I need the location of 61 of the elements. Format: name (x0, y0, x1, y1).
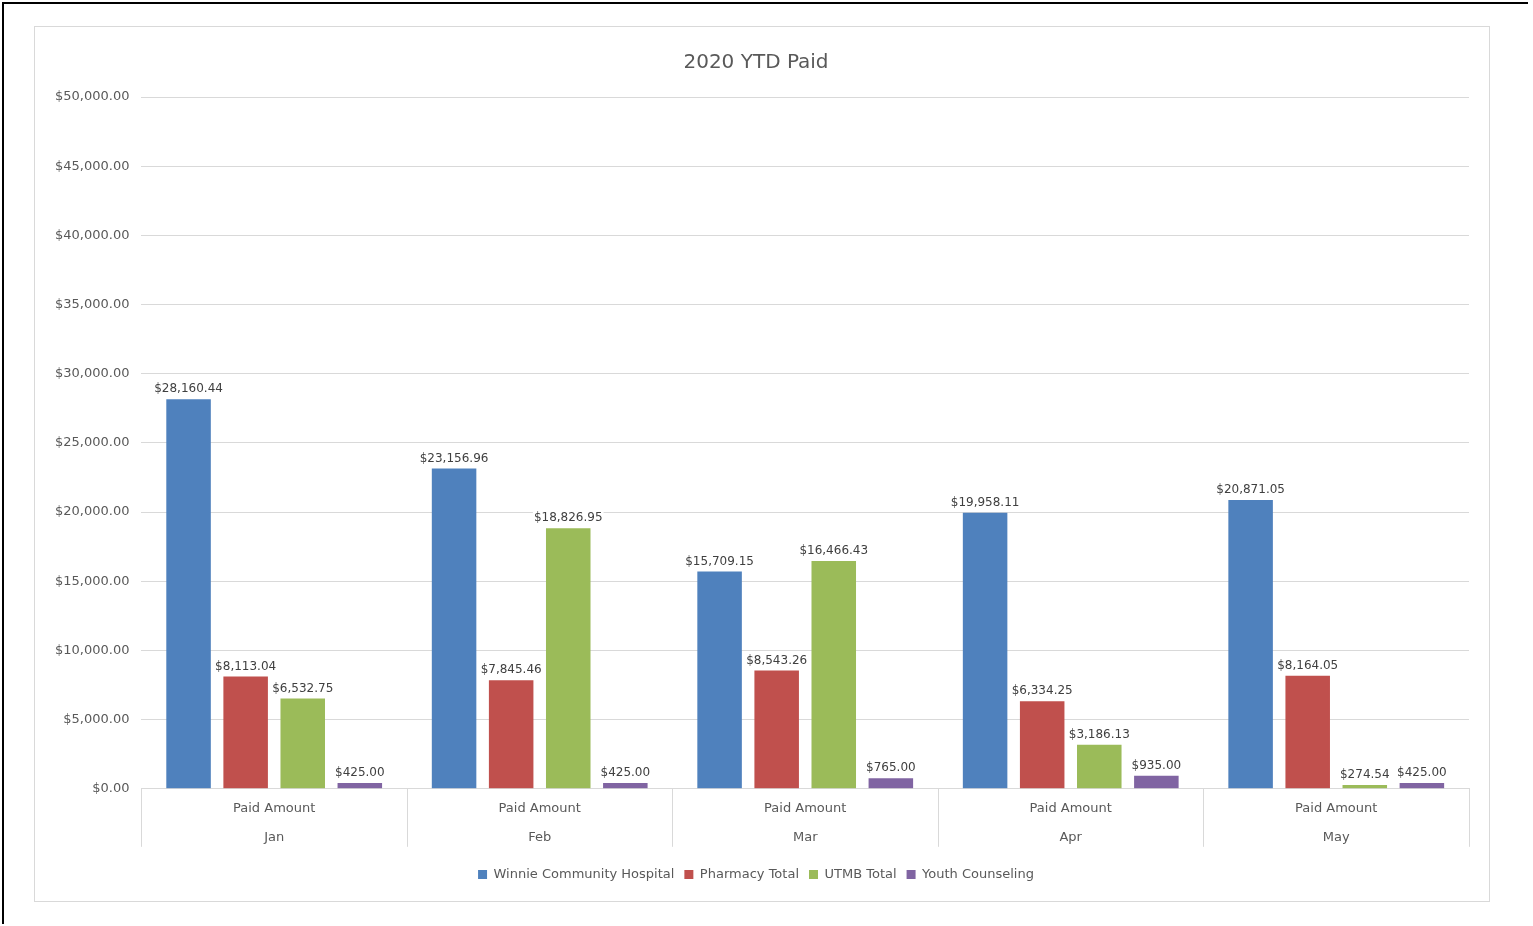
bar (811, 560, 857, 789)
x-tick-label: Paid Amount May (1295, 800, 1378, 845)
bar (697, 571, 742, 789)
data-label: $8,113.04 (215, 658, 277, 673)
data-label: $7,845.46 (480, 662, 542, 677)
y-tick-label: $20,000.00 (55, 503, 130, 519)
chart-title: 2020 YTD Paid (683, 49, 829, 74)
bar (962, 512, 1008, 789)
bar (1285, 675, 1330, 789)
data-label: $274.54 (1339, 767, 1390, 782)
y-tick-label: $15,000.00 (55, 572, 130, 588)
x-tick-label: Paid Amount Apr (1029, 800, 1112, 845)
data-label: $765.00 (866, 760, 916, 775)
x-tick-label: Paid Amount Mar (764, 800, 847, 845)
data-label: $23,156.96 (419, 450, 489, 465)
data-label: $425.00 (600, 765, 651, 780)
bar (545, 528, 591, 789)
x-tick-label: Paid Amount Jan (233, 800, 316, 845)
bar (603, 782, 648, 789)
bar (166, 399, 211, 789)
y-tick-label: $50,000.00 (55, 88, 130, 104)
bar (280, 698, 325, 789)
legend-label: UTMB Total (824, 865, 897, 881)
data-label: $6,334.25 (1011, 683, 1073, 698)
bar (431, 468, 477, 789)
bar (754, 670, 799, 789)
data-label: $28,160.44 (154, 381, 223, 396)
bar (1399, 782, 1445, 789)
y-tick-label: $5,000.00 (63, 710, 130, 726)
bar (1019, 701, 1065, 789)
y-tick-label: $40,000.00 (55, 226, 130, 242)
bar (868, 778, 914, 789)
bar (488, 680, 534, 789)
data-label: $425.00 (1397, 765, 1447, 780)
data-label: $8,164.05 (1277, 657, 1339, 672)
y-tick-label: $0.00 (92, 780, 130, 796)
data-label: $425.00 (335, 765, 385, 780)
bar (223, 676, 268, 789)
y-tick-label: $10,000.00 (55, 641, 130, 657)
data-label: $8,543.26 (746, 652, 808, 667)
legend-label: Youth Counseling (921, 865, 1034, 881)
y-tick-label: $45,000.00 (55, 157, 130, 173)
data-label: $18,826.95 (533, 510, 603, 525)
data-label: $20,871.05 (1216, 482, 1285, 497)
y-tick-label: $35,000.00 (55, 295, 130, 311)
data-label: $6,532.75 (272, 680, 334, 695)
x-tick-label: Paid Amount Feb (498, 800, 581, 845)
y-tick-label: $30,000.00 (55, 365, 130, 381)
data-label: $935.00 (1131, 757, 1182, 772)
legend-label: Winnie Community Hospital (493, 865, 675, 881)
data-label: $19,958.11 (950, 494, 1020, 509)
bar (1077, 744, 1122, 789)
bar (1342, 785, 1388, 789)
data-label: $16,466.43 (799, 543, 869, 558)
data-label: $15,709.15 (685, 553, 754, 568)
bar (1228, 500, 1273, 789)
bar (1134, 775, 1179, 789)
legend-label: Pharmacy Total (699, 865, 799, 881)
y-tick-label: $25,000.00 (55, 434, 130, 450)
bar (337, 782, 383, 789)
data-label: $3,186.13 (1068, 726, 1130, 741)
